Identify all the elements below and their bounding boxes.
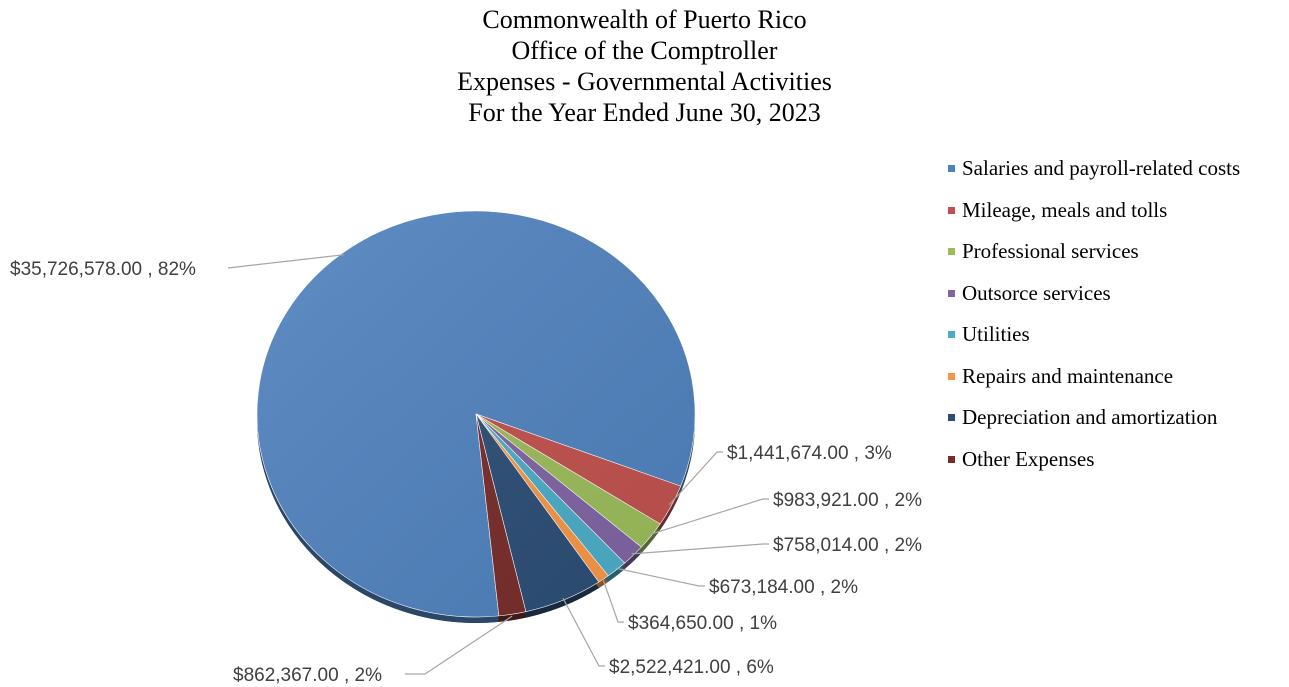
legend-swatch: [948, 331, 955, 339]
legend-label: Repairs and maintenance: [962, 363, 1174, 388]
legend-swatch: [948, 248, 955, 256]
legend-label: Professional services: [962, 239, 1139, 264]
legend-label: Outsorce services: [962, 280, 1111, 305]
legend: Salaries and payroll-related costs Milea…: [948, 148, 1240, 480]
leader-line: [631, 543, 769, 555]
legend-label: Depreciation and amortization: [962, 405, 1218, 430]
legend-item: Outsorce services: [948, 273, 1240, 315]
legend-swatch: [948, 455, 955, 463]
data-label: $1,441,674.00 , 3%: [727, 443, 892, 464]
chart-title: Commonwealth of Puerto Rico Office of th…: [0, 4, 1289, 128]
data-label: $364,650.00 , 1%: [628, 613, 777, 634]
legend-item: Other Expenses: [948, 439, 1240, 481]
legend-item: Utilities: [948, 314, 1240, 356]
leader-line: [227, 254, 344, 269]
legend-label: Utilities: [962, 322, 1030, 347]
title-line-2: Office of the Comptroller: [511, 36, 778, 65]
legend-label: Other Expenses: [962, 446, 1095, 471]
title-line-3: Expenses - Governmental Activities: [457, 67, 832, 96]
legend-swatch: [948, 165, 955, 173]
legend-label: Mileage, meals and tolls: [962, 197, 1168, 222]
data-labels: $35,726,578.00 , 82% $1,441,674.00 , 3% $9…: [10, 254, 922, 686]
data-label: $758,014.00 , 2%: [773, 535, 922, 556]
legend-swatch: [948, 289, 955, 297]
legend-item: Mileage, meals and tolls: [948, 190, 1240, 232]
legend-item: Repairs and maintenance: [948, 356, 1240, 398]
title-line-4: For the Year Ended June 30, 2023: [468, 98, 821, 127]
leader-line: [601, 577, 624, 623]
pie-slices: [256, 210, 696, 618]
title-line-1: Commonwealth of Puerto Rico: [482, 5, 807, 34]
leader-line: [649, 498, 769, 536]
leader-line: [405, 615, 513, 675]
data-label: $35,726,578.00 , 82%: [10, 259, 196, 280]
leader-line: [615, 567, 705, 587]
legend-label: Salaries and payroll-related costs: [962, 156, 1241, 181]
legend-item: Professional services: [948, 231, 1240, 273]
legend-swatch: [948, 414, 955, 422]
legend-swatch: [948, 372, 955, 380]
legend-item: Depreciation and amortization: [948, 397, 1240, 439]
data-label: $983,921.00 , 2%: [773, 490, 922, 511]
data-label: $862,367.00 , 2%: [233, 665, 382, 686]
legend-item: Salaries and payroll-related costs: [948, 148, 1240, 190]
leader-line: [669, 451, 723, 506]
leader-line: [562, 597, 605, 667]
legend-swatch: [948, 206, 955, 214]
data-label: $673,184.00 , 2%: [709, 577, 858, 598]
data-label: $2,522,421.00 , 6%: [609, 657, 774, 678]
